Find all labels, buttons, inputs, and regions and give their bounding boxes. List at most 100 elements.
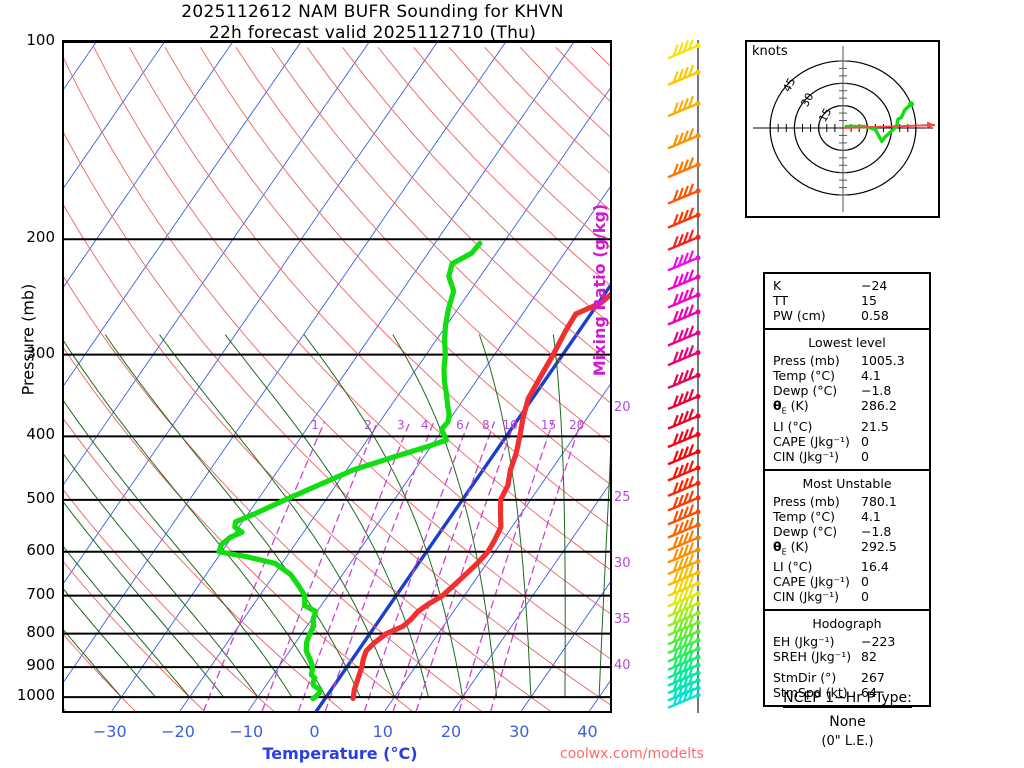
mixing-ratio-line (297, 421, 411, 711)
dry-adiabat-line (448, 47, 610, 211)
hodograph-trace (844, 102, 913, 144)
dry-adiabat-line (64, 634, 136, 711)
hodograph-units-label: knots (752, 44, 788, 59)
stats-value: 64 (861, 685, 877, 700)
isotherm-line (452, 482, 610, 711)
hodograph-stats-header: Hodograph (812, 616, 882, 631)
moist-adiabat-line (64, 629, 122, 698)
wind-barb-canvas (667, 38, 701, 713)
wind-barb (667, 157, 701, 179)
wind-barb (667, 207, 701, 229)
stats-value: 267 (861, 670, 885, 685)
stats-key: Dewp (°C) (773, 383, 838, 398)
wind-barb (667, 269, 701, 291)
pressure-tick-label: 100 (26, 31, 55, 49)
stats-value: 0 (861, 589, 869, 604)
mixing-ratio-right-label: 25 (614, 490, 631, 505)
stats-value: −223 (861, 634, 896, 649)
dry-adiabat-line (200, 47, 610, 485)
storm-motion-arrowhead (927, 121, 935, 129)
dry-adiabat-line (64, 205, 551, 711)
dry-adiabat-line (93, 47, 610, 615)
wind-barb (667, 586, 701, 608)
stats-row: SREH (Jkg⁻¹) 82 (765, 649, 929, 664)
pressure-axis-title: Pressure (mb) (18, 283, 38, 396)
moist-adiabat-line (552, 334, 566, 698)
stats-key: K (773, 278, 782, 293)
mixing-ratio-line (415, 421, 516, 711)
wind-barb (667, 517, 701, 539)
wind-barb (667, 287, 701, 309)
mixing-ratio-axis-title: Mixing Ratio (g/kg) (590, 203, 609, 377)
stats-row: PW (cm) 0.58 (765, 308, 929, 323)
stats-key: Temp (°C) (773, 368, 836, 383)
stats-value: 15 (861, 293, 877, 308)
skewt-diagram[interactable] (62, 40, 612, 713)
stats-value: 0 (861, 448, 869, 464)
stats-key: Temp (°C) (773, 508, 836, 524)
stats-row: CIN (Jkg⁻¹) 0 (765, 449, 929, 464)
dry-adiabat-line (164, 47, 610, 527)
moist-adiabat-line (159, 334, 395, 698)
skewt-canvas (64, 42, 610, 711)
mixing-ratio-right-label: 30 (614, 556, 631, 571)
wind-barb (667, 183, 701, 205)
sounding-stats-panel: K −24 TT 15 PW (cm) 0.58 Lowest level Press (… (763, 272, 931, 707)
mixing-ratio-label: 6 (456, 418, 464, 433)
wind-barb (667, 426, 701, 449)
dry-adiabat-line (64, 347, 413, 711)
moist-adiabat-line (64, 502, 225, 698)
isotherm-line (64, 42, 234, 287)
stats-section-most-unstable: Most Unstable Press (mb) 780.1 Temp (°C) 4.… (765, 471, 929, 611)
temperature-tick-label: 20 (440, 722, 462, 741)
mixing-ratio-line (458, 421, 554, 711)
stats-row: Temp (°C) 4.1 (765, 368, 929, 383)
isotherm-line (64, 42, 302, 386)
pressure-tick-label: 600 (26, 540, 55, 559)
stats-row: StmSpd (kt) 64 (765, 685, 929, 700)
stats-key: LI (°C) (773, 418, 813, 434)
temperature-trace (350, 291, 610, 702)
stats-key: StmSpd (kt) (773, 685, 848, 700)
dry-adiabat-line (64, 490, 274, 711)
stats-key: StmDir (°) (773, 670, 837, 685)
stats-value: 1005.3 (861, 353, 905, 368)
chart-title: 2025112612 NAM BUFR Sounding for KHVN 22… (0, 2, 745, 44)
temperature-tick-label: −20 (161, 722, 195, 741)
wind-barb (667, 542, 701, 564)
dry-adiabat-line (64, 276, 482, 711)
wind-barb (667, 530, 701, 552)
hodograph-panel[interactable]: 15 30 45 (745, 40, 940, 218)
pressure-tick-label: 500 (26, 488, 55, 507)
wind-barb (667, 564, 701, 587)
stats-key: CAPE (Jkg⁻¹) (773, 433, 850, 449)
pressure-tick-label: 400 (26, 425, 55, 444)
stats-row: Dewp (°C) −1.8 (765, 383, 929, 398)
wind-barb (667, 229, 701, 251)
wind-barb (667, 344, 701, 367)
stats-value: 16.4 (861, 559, 889, 574)
stats-row: θE (K) 286.2 (765, 398, 929, 419)
stats-row: Press (mb) 780.1 (765, 494, 929, 509)
watermark: coolwx.com/modelts (560, 746, 704, 762)
wind-barb (667, 38, 701, 60)
stats-row: LI (°C) 21.5 (765, 419, 929, 434)
zero-isotherm (314, 283, 610, 711)
stats-key: CIN (Jkg⁻¹) (773, 448, 839, 464)
stats-value: 82 (861, 649, 877, 664)
ptype-heading: NCEP 1−Hr PType: (783, 690, 912, 708)
mixing-ratio-right-label: 20 (614, 400, 631, 415)
wind-barb (667, 475, 701, 498)
mixing-ratio-label: 3 (396, 418, 405, 433)
pressure-tick-label: 800 (26, 622, 55, 641)
dry-adiabat-line (377, 47, 610, 286)
stats-row: K −24 (765, 278, 929, 293)
wind-barb (667, 95, 701, 118)
stats-key: θE (K) (773, 398, 809, 416)
stats-value: −24 (861, 278, 888, 293)
stats-key: CIN (Jkg⁻¹) (773, 589, 839, 604)
stats-row: TT 15 (765, 293, 929, 308)
stats-row: CIN (Jkg⁻¹) 0 (765, 589, 929, 604)
stats-key: TT (773, 293, 789, 308)
isotherm-line (64, 42, 507, 683)
